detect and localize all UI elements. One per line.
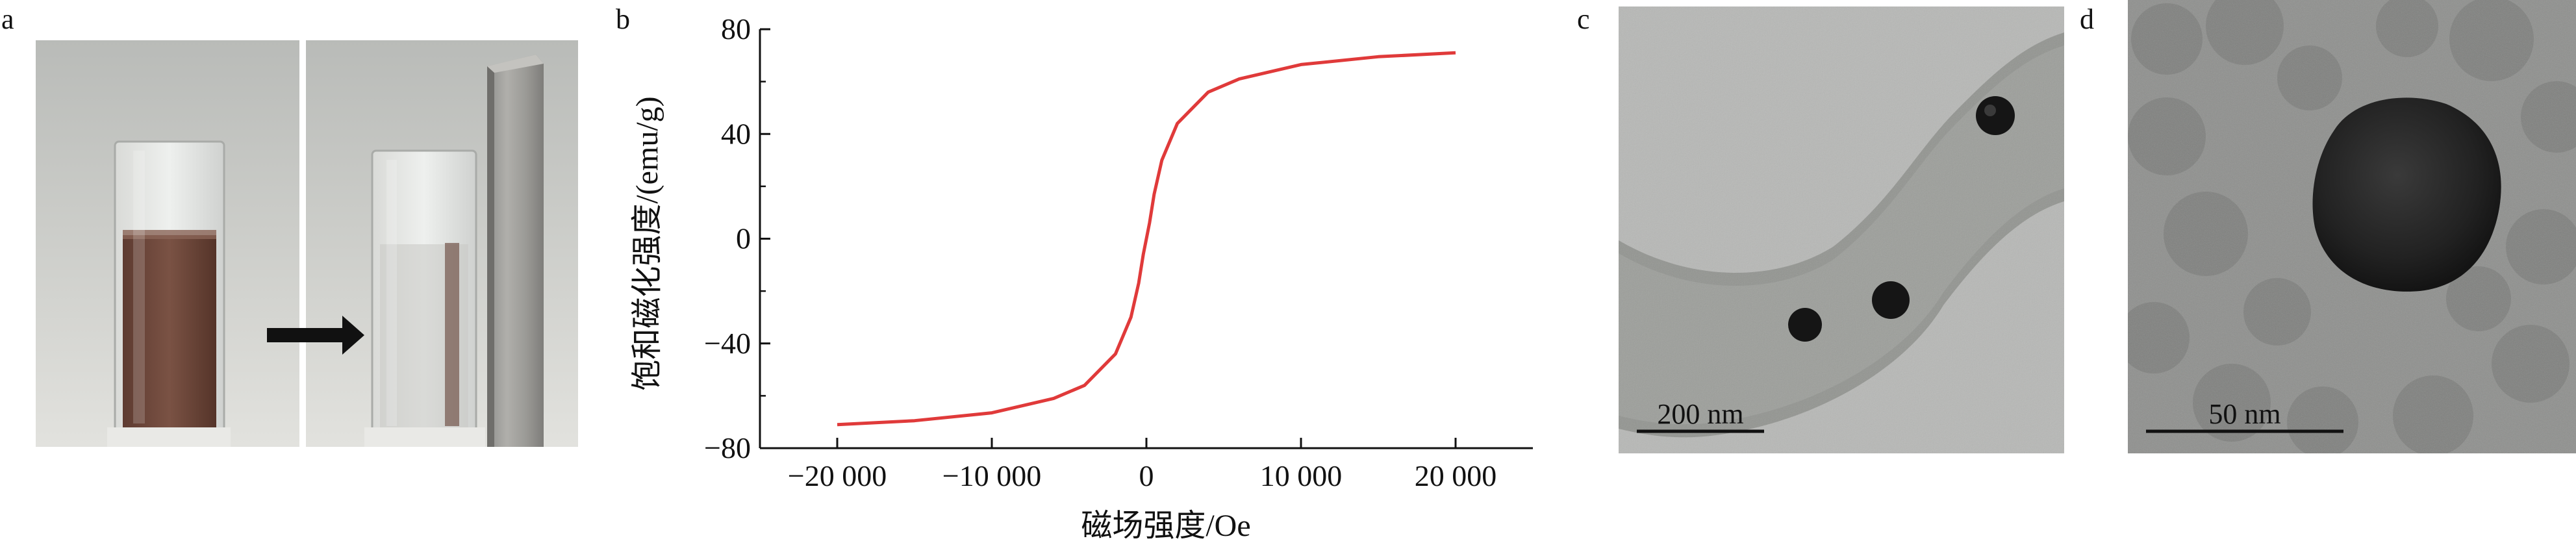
panel-label-c: c xyxy=(1577,3,1590,35)
x-tick-label: 10 000 xyxy=(1260,459,1343,492)
vial-photo-panel xyxy=(36,40,578,447)
y-tick-label: 0 xyxy=(736,222,751,255)
x-tick-label: −10 000 xyxy=(942,459,1041,492)
nanoparticle xyxy=(1872,281,1910,319)
scale-bar-label: 200 nm xyxy=(1657,398,1743,430)
magnetization-chart: −20 000 −10 000 0 10 000 20 000 −80 −40 0 40 80 磁… xyxy=(630,12,1533,543)
y-tick-label: 40 xyxy=(721,117,751,150)
scale-bar-label: 50 nm xyxy=(2208,398,2280,430)
magnetization-curve xyxy=(837,51,1456,427)
magnet-bar xyxy=(487,55,544,447)
vial-after-magnet xyxy=(364,149,485,447)
x-tick-label: 0 xyxy=(1139,459,1154,492)
nanoparticle xyxy=(1788,308,1822,342)
y-tick-label: −80 xyxy=(704,431,751,464)
tem-image-50nm: 50 nm xyxy=(2128,0,2576,453)
panel-label-b: b xyxy=(616,3,630,35)
y-tick-label: −40 xyxy=(704,327,751,360)
vial-before-magnet xyxy=(107,140,231,447)
x-tick-label: −20 000 xyxy=(788,459,887,492)
y-tick-label: 80 xyxy=(721,12,751,45)
nanoparticle xyxy=(1976,96,2015,135)
arrow-icon xyxy=(267,316,364,355)
x-axis-label: 磁场强度/Oe xyxy=(1081,509,1250,543)
x-tick-label: 20 000 xyxy=(1415,459,1497,492)
tem-image-200nm: 200 nm xyxy=(1619,6,2064,453)
nanoparticle-large xyxy=(2312,97,2501,292)
y-axis-label: 饱和磁化强度/(emu/g) xyxy=(630,96,664,390)
panel-label-a: a xyxy=(1,3,14,35)
vial-photo xyxy=(36,40,578,447)
panel-label-d: d xyxy=(2080,3,2094,35)
